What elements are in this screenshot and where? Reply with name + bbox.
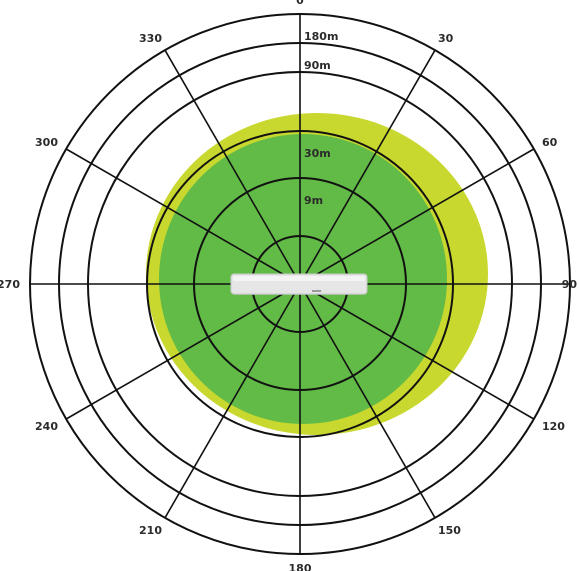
angle-label-330: 330 (139, 32, 162, 45)
spoke-240 (65, 283, 301, 420)
spoke-30 (299, 49, 436, 285)
spoke-300 (65, 148, 301, 285)
angle-label-60: 60 (542, 136, 558, 149)
access-point-device (230, 273, 368, 295)
angle-label-0: 0 (296, 0, 304, 7)
angle-label-150: 150 (438, 524, 461, 537)
range-label-30m: 30m (304, 147, 331, 160)
angle-label-300: 300 (35, 136, 58, 149)
spoke-60 (299, 148, 535, 285)
angle-label-90: 90 (562, 278, 578, 291)
range-label-9m: 9m (304, 194, 323, 207)
angle-label-120: 120 (542, 420, 565, 433)
angle-label-180: 180 (289, 562, 312, 571)
spoke-150 (299, 283, 436, 519)
spoke-210 (164, 283, 301, 519)
angle-label-210: 210 (139, 524, 162, 537)
angle-label-240: 240 (35, 420, 58, 433)
range-label-90m: 90m (304, 59, 331, 72)
angle-label-270: 270 (0, 278, 20, 291)
angle-label-30: 30 (438, 32, 454, 45)
range-label-180m: 180m (304, 30, 338, 43)
spoke-120 (299, 283, 535, 420)
spoke-330 (164, 49, 301, 285)
